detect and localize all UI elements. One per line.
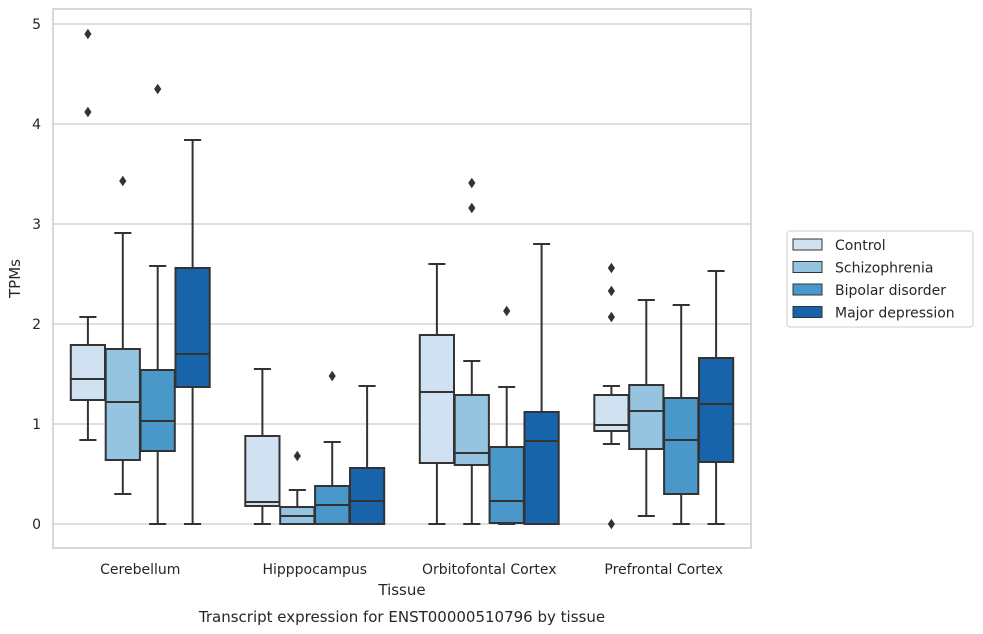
outlier-point [607, 285, 615, 297]
box-body [69, 344, 107, 401]
x-tick-label: Hipppocampus [262, 562, 367, 578]
chart-caption: Transcript expression for ENST0000051079… [198, 608, 605, 626]
y-tick-label: 2 [32, 317, 41, 333]
box-body [523, 411, 560, 525]
legend-swatch [792, 238, 823, 251]
y-tick-label: 5 [32, 17, 41, 33]
outlier-point [119, 175, 127, 187]
box-3-2 [523, 243, 560, 525]
y-tick-label: 3 [32, 217, 41, 233]
box-body [488, 446, 525, 524]
x-tick-label: Prefrontal Cortex [604, 562, 723, 578]
plot-marks [69, 28, 735, 530]
box-3-3 [697, 270, 735, 525]
box-body [244, 435, 281, 507]
box-body [663, 397, 700, 495]
outlier-point [468, 202, 476, 214]
box-1-2 [453, 177, 490, 525]
box-3-1 [348, 385, 386, 525]
box-1-3 [628, 299, 665, 517]
box-0-0 [69, 28, 107, 441]
outlier-point [154, 83, 162, 95]
outlier-point [607, 262, 615, 274]
box-body [697, 357, 735, 463]
legend-item: Major depression [792, 306, 955, 322]
outlier-point [607, 311, 615, 323]
y-tick-labels: 0 1 2 3 4 5 [32, 17, 41, 533]
outlier-point [503, 305, 511, 317]
outlier-point [468, 177, 476, 189]
x-tick-label: Orbitofontal Cortex [422, 562, 557, 578]
box-body [139, 369, 176, 452]
box-2-3 [663, 304, 700, 525]
box-1-1 [279, 450, 316, 525]
outlier-point [607, 518, 615, 530]
outlier-point [293, 450, 301, 462]
box-body [628, 384, 665, 450]
box-body [348, 467, 386, 525]
box-2-0 [139, 83, 176, 525]
x-axis-title: Tissue [377, 581, 425, 599]
box-2-2 [488, 305, 525, 525]
legend-label: Major depression [835, 306, 955, 322]
y-tick-label: 1 [32, 417, 41, 433]
legend-label: Control [835, 238, 886, 254]
y-axis-title: TPMs [6, 259, 24, 299]
y-tick-label: 4 [32, 117, 41, 133]
outlier-point [84, 28, 92, 40]
x-tick-label: Cerebellum [100, 562, 180, 578]
legend-item: Control [792, 238, 886, 254]
legend-label: Bipolar disorder [835, 283, 946, 299]
legend: Control Schizophrenia Bipolar disorder Majo… [786, 230, 974, 328]
plot-frame [52, 8, 752, 549]
box-body [104, 348, 141, 461]
box-0-2 [418, 263, 456, 525]
x-tick-labels: Cerebellum Hipppocampus Orbitofontal Corte… [100, 562, 723, 578]
legend-swatch [792, 306, 823, 318]
legend-swatch [792, 261, 823, 273]
box-0-1 [244, 368, 281, 525]
legend-label: Schizophrenia [835, 261, 933, 277]
y-tick-label: 0 [32, 517, 41, 533]
box-3-0 [174, 139, 211, 525]
legend-item: Bipolar disorder [792, 283, 946, 299]
box-body [453, 394, 490, 466]
legend-swatch [792, 283, 823, 296]
legend-frame [786, 230, 974, 328]
box-0-3 [593, 262, 630, 530]
box-2-1 [314, 370, 351, 525]
outlier-point [328, 370, 336, 382]
outlier-point [84, 106, 92, 118]
box-body [174, 267, 211, 388]
box-body [418, 334, 456, 464]
legend-item: Schizophrenia [792, 261, 933, 277]
